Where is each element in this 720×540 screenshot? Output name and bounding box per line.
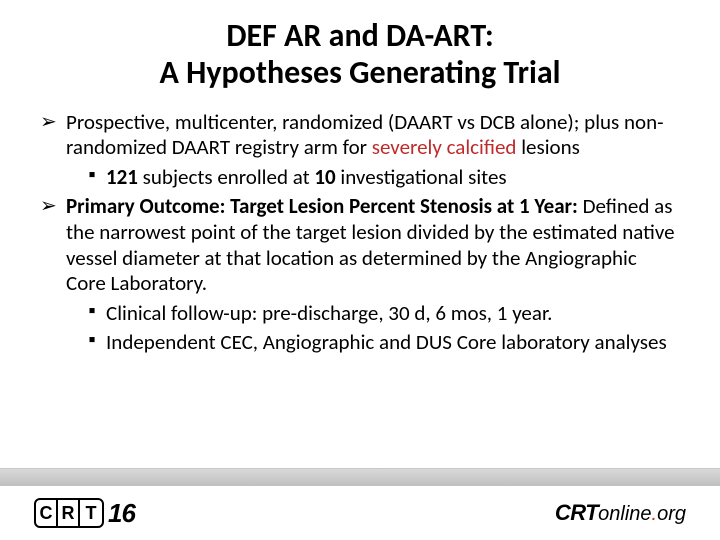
crt-t: T: [80, 500, 102, 526]
crtonline-org: org: [657, 503, 686, 526]
bullet-1-text: Prospective, multicenter, randomized (DA…: [66, 110, 680, 161]
slide-title: DEF AR and DA-ART: A Hypotheses Generati…: [0, 0, 720, 106]
bullet-2-bold: Primary Outcome: Target Lesion Percent S…: [66, 193, 578, 219]
bullet-2b: ▪ Independent CEC, Angiographic and DUS …: [78, 330, 680, 356]
crt-r: R: [58, 500, 80, 526]
crtonline-logo: CRTonline.org: [555, 500, 686, 526]
crt16-logo: C R T 16: [34, 498, 135, 529]
crtonline-crt: CRT: [555, 500, 598, 526]
crt-c: C: [36, 500, 58, 526]
bullet-1a-mid: subjects enrolled at: [138, 164, 314, 190]
bullet-2-text: Primary Outcome: Target Lesion Percent S…: [66, 194, 680, 296]
footer-logos: C R T 16 CRTonline.org: [0, 486, 720, 540]
crt-boxed-icon: C R T: [34, 498, 104, 528]
bullet-1a-post: investigational sites: [336, 164, 507, 190]
title-line-1: DEF AR and DA-ART:: [226, 16, 493, 55]
arrow-icon: ➢: [40, 110, 66, 161]
bullet-2b-text: Independent CEC, Angiographic and DUS Co…: [106, 330, 680, 356]
arrow-icon: ➢: [40, 194, 66, 296]
bullet-1a-num2: 10: [314, 164, 335, 190]
crtonline-online: online: [598, 503, 651, 526]
slide: DEF AR and DA-ART: A Hypotheses Generati…: [0, 0, 720, 540]
square-icon: ▪: [78, 301, 106, 327]
bullet-2a: ▪ Clinical follow-up: pre-discharge, 30 …: [78, 301, 680, 327]
title-line-2: A Hypotheses Generating Trial: [160, 53, 561, 92]
bullet-1a-num1: 121: [106, 164, 138, 190]
bullet-1-post: lesions: [516, 134, 579, 160]
bullet-1a-text: 121 subjects enrolled at 10 investigatio…: [106, 165, 680, 191]
square-icon: ▪: [78, 165, 106, 191]
slide-body: ➢ Prospective, multicenter, randomized (…: [0, 106, 720, 360]
square-icon: ▪: [78, 330, 106, 356]
bullet-1a: ▪ 121 subjects enrolled at 10 investigat…: [78, 165, 680, 191]
bullet-2a-text: Clinical follow-up: pre-discharge, 30 d,…: [106, 301, 680, 327]
bullet-1-highlight: severely calcified: [372, 134, 517, 160]
crt-year: 16: [108, 498, 135, 529]
bullet-2: ➢ Primary Outcome: Target Lesion Percent…: [40, 194, 680, 296]
footer-gradient-bar: [0, 468, 720, 486]
bullet-1: ➢ Prospective, multicenter, randomized (…: [40, 110, 680, 161]
footer: C R T 16 CRTonline.org: [0, 468, 720, 540]
